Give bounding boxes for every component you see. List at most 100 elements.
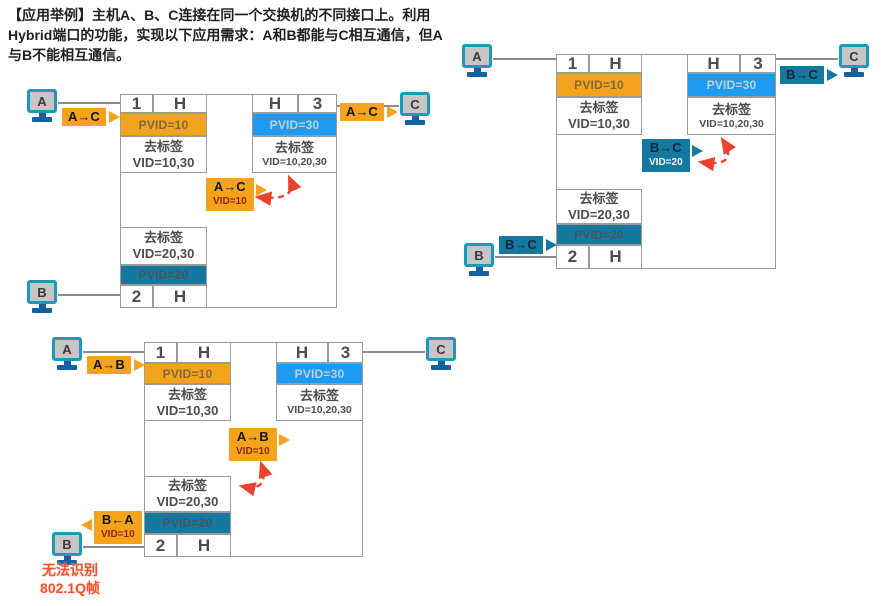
diagram-a-to-b: 1 H PVID=10 去标签 VID=10,30 去标签 VID=20,30 … bbox=[30, 335, 490, 605]
arrow-right-icon bbox=[108, 111, 120, 123]
port3-pvid-cell: PVID=30 bbox=[687, 73, 776, 97]
traffic-tag-c: A→C bbox=[340, 103, 398, 121]
monitor-icon: B bbox=[464, 243, 494, 267]
arrow-right-icon bbox=[255, 184, 267, 196]
port1-number-cell: 1 bbox=[120, 94, 153, 113]
diagram-b-to-c: 1 H PVID=10 去标签 VID=10,30 去标签 VID=20,30 … bbox=[455, 42, 880, 287]
monitor-base bbox=[57, 560, 77, 565]
port3-number-cell: 3 bbox=[740, 54, 776, 73]
untag-vids: VID=10,30 bbox=[156, 402, 219, 418]
untag-label: 去标签 bbox=[143, 138, 183, 154]
diagram-a-to-c: 1 H PVID=10 去标签 VID=10,30 去标签 VID=20,30 … bbox=[20, 88, 450, 330]
port3-mode-cell: H bbox=[687, 54, 740, 73]
port3-pvid-cell: PVID=30 bbox=[252, 113, 337, 136]
port3-number-cell: 3 bbox=[328, 342, 363, 363]
warning-line1: 无法识别 bbox=[42, 562, 98, 578]
wire-b-switch bbox=[495, 256, 556, 258]
arrow-right-icon bbox=[133, 359, 145, 371]
port2-untag-cell: 去标签 VID=20,30 bbox=[556, 189, 642, 224]
arrow-right-icon bbox=[278, 434, 290, 446]
traffic-tag-b: B→C bbox=[499, 236, 557, 254]
warning-line2: 802.1Q帧 bbox=[40, 580, 100, 597]
port2-pvid-cell: PVID=20 bbox=[556, 224, 642, 245]
monitor-stand bbox=[850, 68, 858, 72]
monitor-base bbox=[431, 365, 451, 370]
arrow-right-icon bbox=[691, 145, 703, 157]
port2-number-cell: 2 bbox=[556, 245, 589, 269]
frame-tag: A→C VID=10 bbox=[206, 178, 267, 211]
port2-pvid-cell: PVID=20 bbox=[144, 512, 231, 534]
untag-vids: VID=10,20,30 bbox=[287, 404, 352, 417]
monitor-stand bbox=[38, 304, 46, 308]
monitor-base bbox=[32, 308, 52, 313]
host-a-icon: A bbox=[51, 337, 83, 370]
wire-a-switch bbox=[493, 58, 556, 60]
port1-number-cell: 1 bbox=[556, 54, 589, 73]
untag-label: 去标签 bbox=[143, 230, 183, 246]
monitor-icon: A bbox=[27, 89, 57, 113]
port2-pvid-cell: PVID=20 bbox=[120, 265, 207, 285]
frame-vid: VID=20 bbox=[649, 156, 683, 168]
port1-pvid-cell: PVID=10 bbox=[144, 363, 231, 384]
host-b-icon: B bbox=[51, 532, 83, 565]
host-a-icon: A bbox=[26, 89, 58, 122]
host-a-icon: A bbox=[461, 44, 493, 77]
monitor-stand bbox=[475, 267, 483, 271]
port2-mode-cell: H bbox=[589, 245, 642, 269]
wire-a-switch bbox=[83, 351, 144, 353]
untag-vids: VID=20,30 bbox=[568, 206, 630, 222]
slide-title: 【应用举例】主机A、B、C连接在同一个交换机的不同接口上。利用Hybrid端口的… bbox=[8, 7, 443, 63]
untag-label: 去标签 bbox=[167, 478, 207, 494]
untag-vids: VID=10,20,30 bbox=[699, 117, 764, 130]
wire-switch-c bbox=[776, 58, 838, 60]
port3-untag-cell: 去标签 VID=10,20,30 bbox=[276, 384, 363, 421]
monitor-stand bbox=[63, 361, 71, 365]
untag-label: 去标签 bbox=[711, 101, 751, 117]
port2-untag-cell: 去标签 VID=20,30 bbox=[144, 476, 231, 512]
traffic-tag-c: B→C bbox=[780, 66, 838, 84]
monitor-icon: B bbox=[52, 532, 82, 556]
monitor-icon: B bbox=[27, 280, 57, 304]
arrow-left-icon bbox=[81, 519, 92, 531]
port3-pvid-cell: PVID=30 bbox=[276, 363, 363, 384]
port1-untag-cell: 去标签 VID=10,30 bbox=[556, 97, 642, 135]
untag-label: 去标签 bbox=[274, 140, 314, 156]
monitor-base bbox=[467, 72, 487, 77]
frame-tag: A→B VID=10 bbox=[229, 428, 290, 461]
monitor-stand bbox=[38, 113, 46, 117]
monitor-base bbox=[57, 365, 77, 370]
arrow-right-icon bbox=[386, 106, 398, 118]
port3-number-cell: 3 bbox=[298, 94, 337, 113]
frame-vid: VID=10 bbox=[213, 195, 247, 207]
untag-vids: VID=10,30 bbox=[568, 116, 630, 131]
untag-vids: VID=10,30 bbox=[132, 154, 195, 170]
host-c-icon: C bbox=[425, 337, 457, 370]
port1-mode-cell: H bbox=[589, 54, 642, 73]
port3-mode-cell: H bbox=[252, 94, 298, 113]
frame-tag: B→C VID=20 bbox=[642, 139, 703, 172]
monitor-icon: A bbox=[462, 44, 492, 68]
untag-vids: VID=20,30 bbox=[156, 494, 219, 509]
arrow-right-icon bbox=[826, 69, 838, 81]
untag-label: 去标签 bbox=[579, 100, 619, 116]
port2-mode-cell: H bbox=[177, 534, 231, 557]
traffic-tag-label: A→C bbox=[340, 103, 384, 121]
frame-vid: VID=10 bbox=[236, 445, 270, 457]
untag-label: 去标签 bbox=[579, 190, 619, 206]
port1-mode-cell: H bbox=[153, 94, 207, 113]
port2-number-cell: 2 bbox=[120, 285, 153, 308]
untag-label: 去标签 bbox=[167, 386, 207, 402]
port2-mode-cell: H bbox=[153, 285, 207, 308]
host-c-icon: C bbox=[838, 44, 870, 77]
traffic-tag-a: A→B bbox=[87, 356, 145, 374]
host-b-icon: B bbox=[26, 280, 58, 313]
monitor-base bbox=[405, 120, 425, 125]
traffic-tag-label: B→C bbox=[780, 66, 824, 84]
monitor-base bbox=[469, 271, 489, 276]
traffic-tag-label: B→C bbox=[499, 236, 543, 254]
port3-mode-cell: H bbox=[276, 342, 328, 363]
port1-number-cell: 1 bbox=[144, 342, 177, 363]
arrow-right-icon bbox=[545, 239, 557, 251]
frame-vid: VID=10 bbox=[101, 528, 135, 540]
